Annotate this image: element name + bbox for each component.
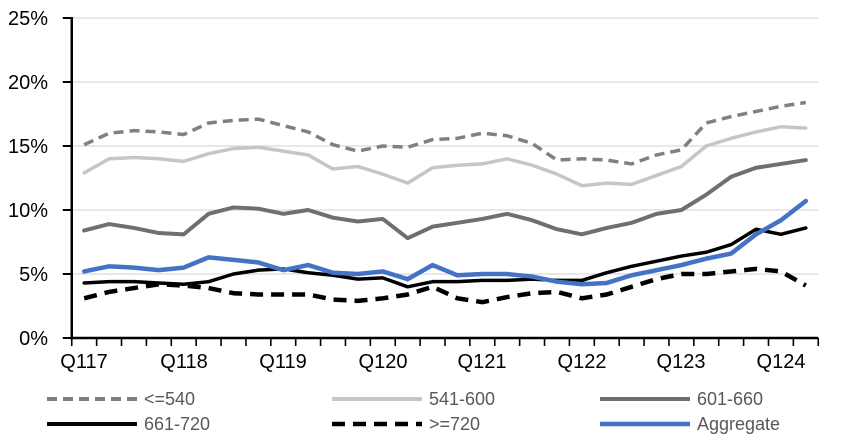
legend-label-ge720: >=720 [429, 414, 481, 434]
x-tick-label-q117: Q117 [60, 351, 107, 373]
x-tick-label-q121: Q121 [458, 351, 507, 373]
legend-item-ge720: >=720 [332, 413, 480, 435]
legend-swatch-601-660-icon [600, 397, 690, 401]
y-axis-labels: 25% 20% 15% 10% 5% 0% [8, 8, 48, 350]
legend-label-le540: <=540 [144, 389, 196, 409]
x-tick-label-q122: Q122 [558, 351, 607, 373]
y-tick-label-0: 0% [19, 328, 48, 350]
series-lines [81, 100, 809, 305]
legend-swatch-le540-icon [47, 397, 137, 401]
y-tick-label-5: 5% [19, 264, 48, 286]
axis-ticks [62, 17, 820, 346]
legend-item-aggregate: Aggregate [600, 413, 780, 435]
y-tick-label-15: 15% [8, 136, 48, 158]
y-tick-label-10: 10% [8, 200, 48, 222]
x-tick-label-q119: Q119 [259, 351, 306, 373]
x-axis-labels: Q117 Q118 Q119 Q120 Q121 Q122 Q123 Q124 [60, 351, 805, 373]
legend-swatch-ge720-icon [332, 421, 422, 427]
x-tick-label-q118: Q118 [160, 351, 207, 373]
series-line-601-660 [82, 158, 808, 241]
legend-label-661-720: 661-720 [144, 414, 211, 434]
legend-swatch-541-600-icon [332, 397, 422, 401]
legend-swatch-661-720-icon [47, 422, 137, 426]
series-line-le540 [83, 100, 807, 166]
legend-item-661-720: 661-720 [47, 413, 210, 435]
legend-label-541-600: 541-600 [429, 389, 496, 409]
legend-item-le540: <=540 [47, 388, 195, 410]
series-line-541-600 [82, 125, 808, 188]
x-tick-label-q123: Q123 [657, 351, 706, 373]
legend-label-601-660: 601-660 [697, 389, 764, 409]
legend-label-aggregate: Aggregate [697, 414, 781, 434]
x-tick-label-q124: Q124 [757, 351, 806, 373]
series-line-aggregate [81, 198, 809, 287]
x-tick-label-q120: Q120 [359, 351, 408, 373]
y-tick-label-25: 25% [8, 8, 48, 30]
legend-swatch-aggregate-icon [600, 421, 690, 427]
legend-item-601-660: 601-660 [600, 388, 763, 410]
y-tick-label-20: 20% [8, 72, 48, 94]
series-line-ge720 [83, 266, 807, 305]
series-line-661-720 [82, 226, 808, 289]
legend-item-541-600: 541-600 [332, 388, 495, 410]
